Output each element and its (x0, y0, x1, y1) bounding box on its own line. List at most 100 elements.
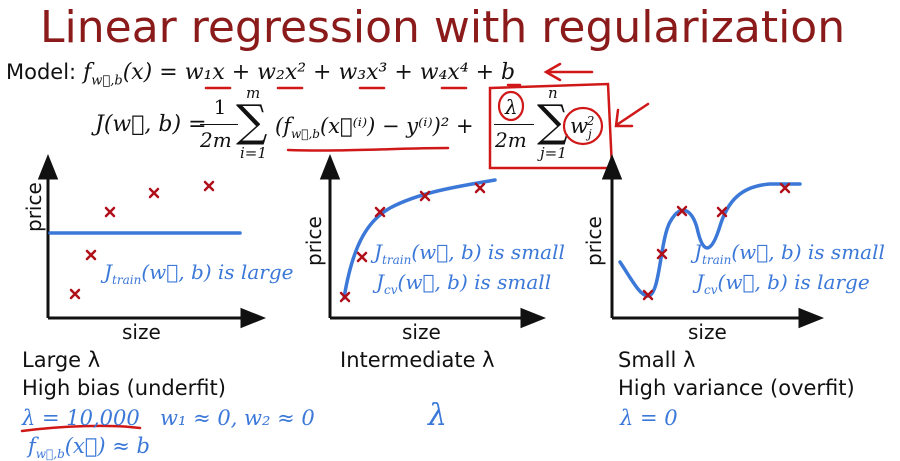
cost-reg-sup: 2 (586, 114, 595, 128)
sum2-sigma: ∑ (537, 96, 569, 147)
panel1-axes (37, 153, 267, 329)
panel1-ylabel: price (22, 182, 46, 232)
panel2-point (356, 251, 368, 263)
f-approx-note: fw⃗,b(x⃗) ≈ b (28, 434, 150, 461)
panel3-caption-line1: Small λ (618, 348, 696, 372)
panel2-annotation-train-sub: train (382, 253, 412, 267)
cost-frac2-den: 2m (495, 128, 527, 152)
panel2-annotation-cv-rest: (w⃗, b) is small (397, 270, 552, 294)
panel1-xlabel: size (122, 320, 161, 344)
model-underlines (20, 83, 522, 433)
right-lambda-note: λ = 0 (620, 406, 678, 430)
weights-note: w₁ ≈ 0, w₂ ≈ 0 (160, 406, 315, 430)
cost-frac2-bar (494, 124, 534, 125)
middle-lambda-note: λ (428, 398, 448, 433)
panel2-point (339, 291, 351, 303)
panel2-ylabel: price (302, 216, 326, 266)
panel3-ylabel: price (582, 216, 606, 266)
cost-lhs: J(w⃗, b) = (95, 112, 207, 137)
panel3-annotation-cv-rest: (w⃗, b) is large (717, 270, 870, 294)
panel3-annotation-train-sub: train (702, 253, 732, 267)
panel3-x-arrow (798, 307, 825, 329)
arrow-to-wj (614, 102, 650, 128)
cost-reg-sub: j (587, 127, 592, 142)
wj-circle (562, 106, 604, 146)
sum2-top: n (548, 84, 558, 102)
panel1-annotation: Jtrain(w⃗, b) is large (104, 260, 293, 287)
arrow-to-wj-head (614, 108, 634, 128)
panel3-annotation-cv-j: J (696, 270, 705, 294)
cost-sum-term-a: (f (275, 114, 291, 138)
panel1-point (203, 180, 215, 192)
cost-frac1-num: 1 (213, 95, 227, 119)
underline-lambda-value (20, 424, 142, 433)
panel3-annotation-train-rest: (w⃗, b) is small (731, 240, 885, 264)
panel3-axes (601, 153, 825, 329)
f-approx-rest: (x⃗) ≈ b (64, 434, 150, 458)
panel2-point (474, 182, 486, 194)
panel2-axes (319, 153, 547, 329)
panel3-annotation-train: Jtrain(w⃗, b) is small (694, 240, 885, 267)
sum2-bottom: j=1 (540, 144, 567, 162)
arrow-to-b (543, 62, 594, 82)
panel2-point (374, 206, 386, 218)
panel1-annotation-sub: train (112, 273, 142, 287)
f-approx-sub: w⃗,b (35, 447, 65, 461)
panel2-x-arrow (520, 307, 547, 329)
panel2-y-arrow (319, 153, 341, 180)
model-lhs-sub: w⃗,b (91, 73, 123, 89)
panel1-point (85, 249, 97, 261)
panel3-caption-line2: High variance (overfit) (618, 376, 855, 400)
model-rhs: w₁x + w₂x² + w₃x³ + w₄x⁴ + b (184, 60, 516, 85)
lambda-value-note: λ = 10,000 (22, 406, 140, 430)
panel3-point (676, 205, 688, 217)
cost-reg-term: wj2 (570, 114, 594, 141)
panel1-annotation-j: J (104, 260, 113, 284)
model-lhs: f (83, 60, 92, 85)
cost-lhs-text: J(w⃗, b) = (95, 112, 207, 137)
model-lhs-arg: (x) = (122, 60, 178, 85)
cost-reg-w: w (570, 114, 588, 138)
panel1-point (148, 187, 160, 199)
panel2-xlabel: size (402, 320, 441, 344)
panel3-y-arrow (601, 153, 623, 180)
panel1-x-arrow (240, 307, 267, 329)
panel2-annotation-cv-sub: cv (384, 283, 398, 297)
panel1-point (104, 206, 116, 218)
panel2-fit-curve (342, 178, 497, 300)
data-points (69, 180, 791, 303)
f-approx-f: f (28, 434, 36, 458)
panel1-y-arrow (37, 153, 59, 180)
panel2-caption-line1: Intermediate λ (340, 348, 495, 372)
panel1-point (69, 288, 81, 300)
panel2-annotation-train-j: J (374, 240, 383, 264)
sum1-sigma: ∑ (236, 96, 268, 147)
model-label: Model: (6, 60, 77, 84)
page-title: Linear regression with regularization (40, 2, 846, 53)
model-equation: Model: fw⃗,b(x) = w₁x + w₂x² + w₃x³ + w₄… (6, 60, 515, 88)
panel2-annotation-train: Jtrain(w⃗, b) is small (374, 240, 565, 267)
underline-squared-error (286, 146, 450, 152)
panel3-point (716, 206, 728, 218)
cost-sum-term: (fw⃗,b(x⃗⁽ⁱ⁾) − y⁽ⁱ⁾)² + (275, 114, 474, 141)
sum1-top: m (246, 84, 261, 102)
panel1-caption-line2: High bias (underfit) (22, 376, 226, 400)
panel3-xlabel: size (688, 320, 727, 344)
panel1-annotation-rest: (w⃗, b) is large (141, 260, 294, 284)
panel2-annotation-train-rest: (w⃗, b) is small (411, 240, 565, 264)
sum1-bottom: i=1 (240, 144, 267, 162)
arrow-to-wj-shaft (616, 102, 650, 126)
panel3-annotation-cv-sub: cv (704, 283, 718, 297)
cost-frac1-den: 2m (200, 128, 232, 152)
cost-sum-term-sub: w⃗,b (290, 127, 320, 142)
regularization-box (488, 82, 614, 170)
panel3-point (779, 182, 791, 194)
panel3-annotation-train-j: J (694, 240, 703, 264)
panel3-point (642, 289, 654, 301)
panel2-point (419, 190, 431, 202)
panel3-point (656, 248, 668, 260)
panel2-annotation-cv: Jcv(w⃗, b) is small (376, 270, 551, 297)
panel2-annotation-cv-j: J (376, 270, 385, 294)
lambda-circle (497, 90, 525, 122)
